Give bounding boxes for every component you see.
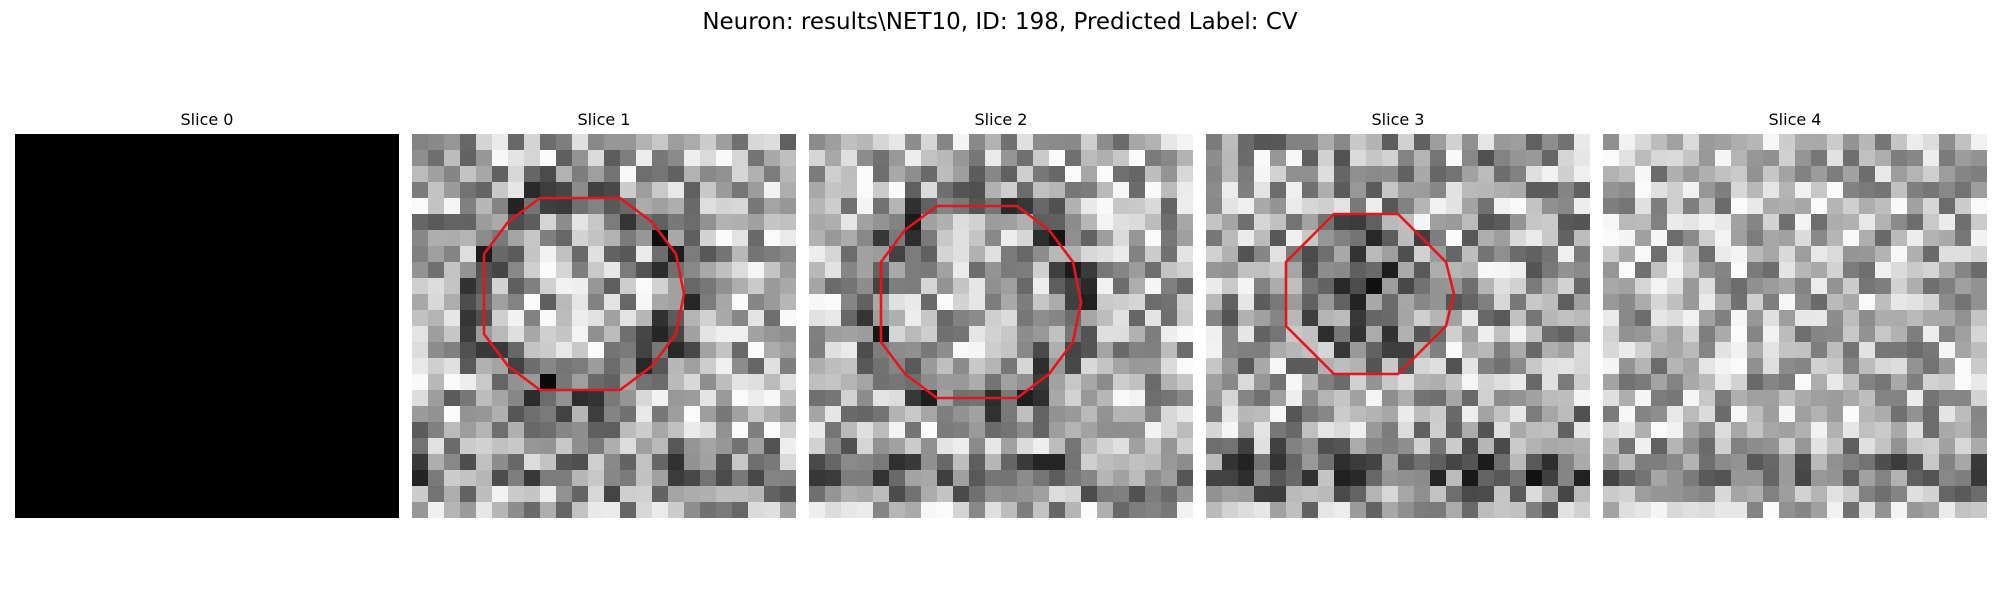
blank-slice-fill	[15, 134, 399, 518]
figure-title: Neuron: results\NET10, ID: 198, Predicte…	[702, 9, 1298, 35]
slice-image	[412, 134, 796, 518]
grayscale-pixels	[1206, 134, 1590, 518]
slice-title: Slice 2	[974, 110, 1028, 129]
slice-panel-1: Slice 1	[412, 110, 796, 518]
slice-image	[1603, 134, 1987, 518]
slice-image	[15, 134, 399, 518]
slice-title: Slice 1	[577, 110, 631, 129]
slice-panel-4: Slice 4	[1603, 110, 1987, 518]
grayscale-pixels	[809, 134, 1193, 518]
slice-image	[809, 134, 1193, 518]
slice-title: Slice 0	[180, 110, 234, 129]
segmentation-contour	[1284, 212, 1456, 376]
slice-title: Slice 3	[1371, 110, 1425, 129]
slice-panel-2: Slice 2	[809, 110, 1193, 518]
grayscale-pixels	[412, 134, 796, 518]
slice-panel-0: Slice 0	[15, 110, 399, 518]
segmentation-contour	[482, 196, 686, 392]
slice-title: Slice 4	[1768, 110, 1822, 129]
slice-panel-3: Slice 3	[1206, 110, 1590, 518]
segmentation-contour	[879, 204, 1083, 400]
grayscale-pixels	[1603, 134, 1987, 518]
slice-image	[1206, 134, 1590, 518]
